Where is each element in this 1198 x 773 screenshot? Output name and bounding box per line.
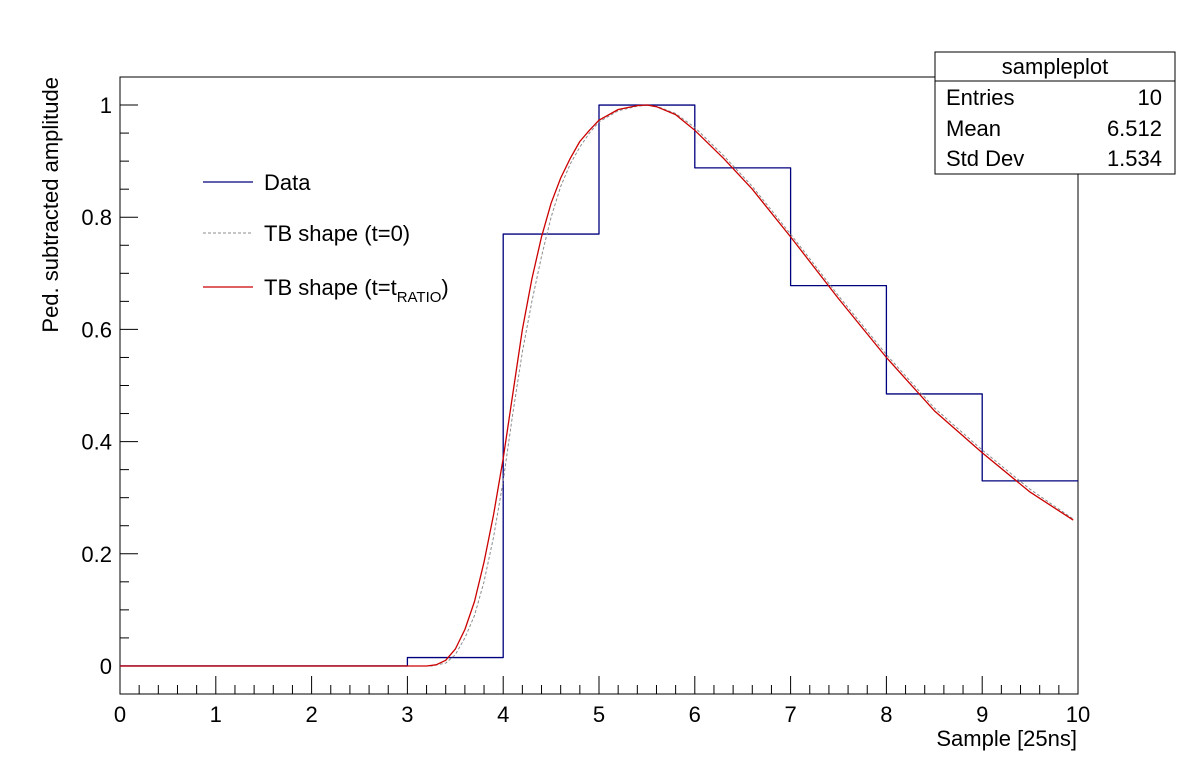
stats-title: sampleplot [1002, 54, 1108, 79]
series-layer [120, 104, 1078, 667]
legend-label-tb-shape-tratio: TB shape (t=tRATIO) [264, 275, 449, 306]
y-tick-label: 1 [100, 93, 112, 118]
stats-value-entries: 10 [1138, 85, 1162, 110]
x-tick-label: 2 [305, 702, 317, 727]
y-tick-label: 0.4 [81, 430, 112, 455]
legend-label-subscript: RATIO [397, 289, 442, 306]
y-tick-label: 0.6 [81, 317, 112, 342]
x-tick-label: 8 [880, 702, 892, 727]
x-tick-label: 1 [210, 702, 222, 727]
legend-label-end: ) [441, 275, 448, 300]
x-tick-label: 3 [401, 702, 413, 727]
stats-label-entries: Entries [946, 85, 1014, 110]
stats-label-mean: Mean [946, 116, 1001, 141]
y-axis: 0 0.2 0.4 0.6 0.8 1 [81, 76, 138, 695]
legend: Data TB shape (t=0) TB shape (t=tRATIO) [203, 170, 449, 306]
x-tick-label: 5 [593, 702, 605, 727]
y-axis-label: Ped. subtracted amplitude [38, 77, 63, 333]
x-tick-label: 6 [689, 702, 701, 727]
series-tb-shape-t-0 [120, 104, 1074, 667]
stats-value-mean: 6.512 [1107, 116, 1162, 141]
x-tick-label: 4 [497, 702, 509, 727]
stats-box-frame [934, 51, 1176, 175]
stats-value-stddev: 1.534 [1107, 146, 1162, 171]
stats-label-stddev: Std Dev [946, 146, 1024, 171]
x-tick-label: 0 [114, 702, 126, 727]
x-tick-label: 9 [976, 702, 988, 727]
x-tick-label: 10 [1066, 702, 1090, 727]
legend-label-tb-shape-t0: TB shape (t=0) [264, 221, 410, 246]
y-tick-label: 0.2 [81, 542, 112, 567]
series-tb-shape-t-tratio [120, 104, 1074, 667]
y-tick-label: 0 [100, 654, 112, 679]
x-axis-label: Sample [25ns] [936, 726, 1077, 751]
legend-label-main: TB shape (t=t [264, 275, 397, 300]
x-tick-label: 7 [784, 702, 796, 727]
y-tick-label: 0.8 [81, 205, 112, 230]
stats-box: sampleplot Entries 10 Mean 6.512 Std Dev… [934, 51, 1176, 175]
x-axis: 0 1 2 3 4 5 6 7 8 9 10 [114, 676, 1090, 727]
legend-label-data: Data [264, 170, 311, 195]
